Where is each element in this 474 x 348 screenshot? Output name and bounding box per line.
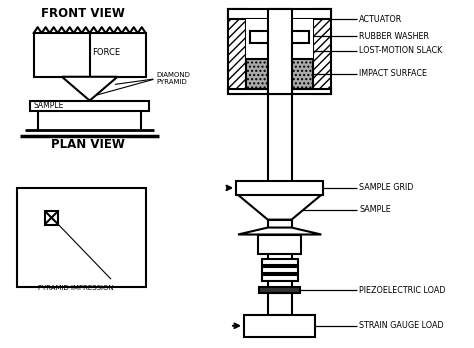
Bar: [250, 31, 310, 43]
Bar: [268, 235, 292, 293]
Text: PIEZOELECTRIC LOAD: PIEZOELECTRIC LOAD: [359, 286, 446, 294]
Bar: [17, 188, 146, 287]
Bar: [246, 59, 268, 89]
Text: RUBBER WASHER: RUBBER WASHER: [359, 32, 429, 41]
Bar: [34, 33, 146, 77]
Bar: [228, 9, 331, 19]
Bar: [45, 211, 58, 224]
Text: ACTUATOR: ACTUATOR: [359, 15, 402, 24]
Text: IMPACT SURFACE: IMPACT SURFACE: [359, 69, 427, 78]
Bar: [268, 293, 292, 315]
Bar: [258, 235, 301, 254]
Bar: [228, 9, 246, 94]
Text: SAMPLE: SAMPLE: [34, 101, 64, 110]
Text: DIAMOND
PYRAMID: DIAMOND PYRAMID: [156, 72, 191, 85]
Bar: [259, 287, 301, 293]
Bar: [244, 315, 315, 337]
Text: PYRAMID IMPRESSION: PYRAMID IMPRESSION: [38, 285, 114, 291]
Text: PLAN VIEW: PLAN VIEW: [52, 138, 125, 151]
Bar: [236, 181, 323, 195]
Text: FRONT VIEW: FRONT VIEW: [41, 7, 125, 20]
Text: SAMPLE: SAMPLE: [359, 205, 391, 214]
Text: FORCE: FORCE: [91, 48, 120, 57]
Bar: [268, 220, 292, 228]
Bar: [246, 19, 313, 89]
Text: STRAIN GAUGE LOAD: STRAIN GAUGE LOAD: [359, 321, 444, 330]
Polygon shape: [62, 77, 118, 101]
Bar: [268, 94, 292, 183]
Bar: [262, 259, 298, 265]
Bar: [292, 59, 313, 89]
Polygon shape: [238, 195, 321, 220]
Bar: [228, 89, 331, 94]
Bar: [262, 267, 298, 273]
Bar: [30, 101, 149, 111]
Polygon shape: [238, 228, 321, 235]
Bar: [268, 9, 292, 94]
Bar: [313, 9, 331, 94]
Bar: [262, 275, 298, 281]
Text: SAMPLE GRID: SAMPLE GRID: [359, 183, 413, 192]
Text: LOST-MOTION SLACK: LOST-MOTION SLACK: [359, 47, 442, 55]
